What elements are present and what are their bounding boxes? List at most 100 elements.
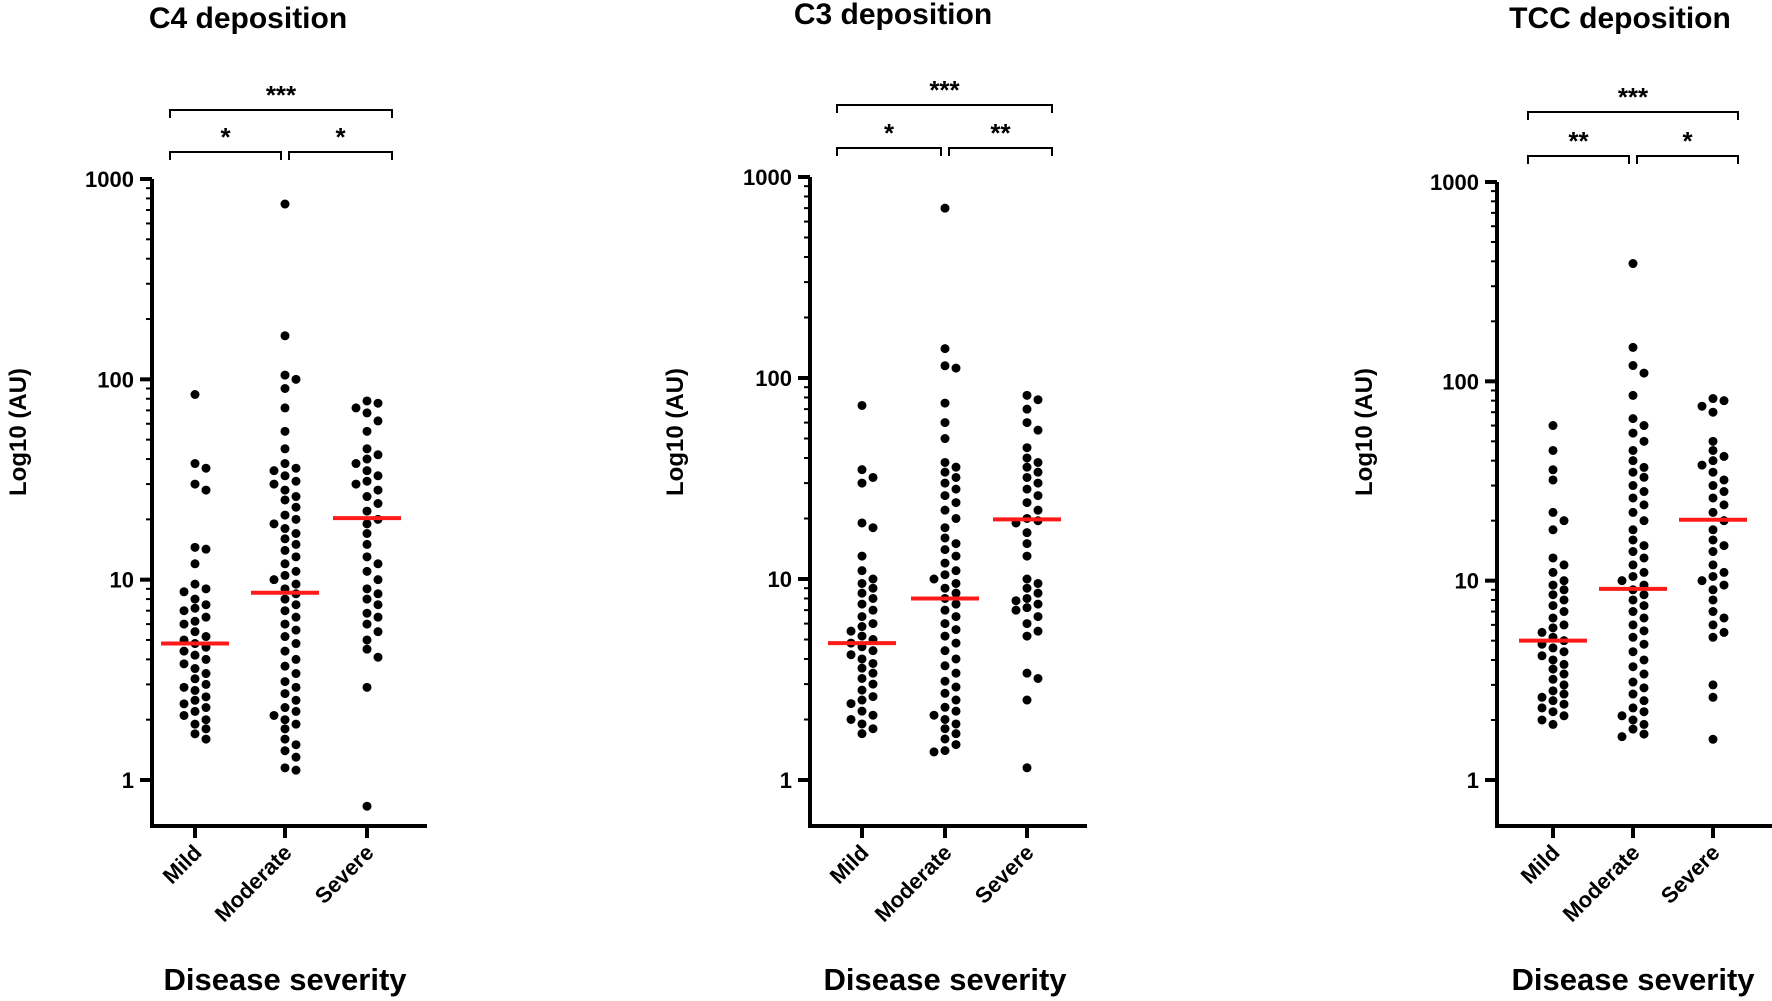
data-point [373, 485, 383, 495]
data-point [201, 584, 211, 594]
data-point [951, 462, 961, 472]
data-point [373, 600, 383, 610]
data-point [351, 403, 361, 413]
data-point [280, 594, 290, 604]
data-point [280, 746, 290, 756]
data-point [1548, 580, 1558, 590]
data-point [291, 539, 301, 549]
data-point [857, 719, 867, 729]
data-point [1708, 525, 1718, 535]
data-point [1639, 669, 1649, 679]
data-point [291, 706, 301, 716]
data-point [1628, 507, 1638, 517]
data-point [280, 199, 290, 209]
data-point [1548, 445, 1558, 455]
data-point [280, 426, 290, 436]
data-point [1639, 639, 1649, 649]
data-point [951, 484, 961, 494]
significance-label: * [1682, 126, 1693, 156]
data-point [1022, 551, 1032, 561]
data-point [868, 574, 878, 584]
data-point [1708, 407, 1718, 417]
data-point [179, 606, 189, 616]
data-point [1719, 613, 1729, 623]
data-point [291, 566, 301, 576]
data-point [1022, 631, 1032, 641]
data-point [951, 706, 961, 716]
data-point [1639, 707, 1649, 717]
data-point [1708, 620, 1718, 630]
data-point [1639, 590, 1649, 600]
data-point [951, 612, 961, 622]
data-point [362, 635, 372, 645]
data-point [1559, 680, 1569, 690]
data-point [940, 746, 950, 756]
significance-bracket [836, 147, 942, 156]
data-point [269, 575, 279, 585]
data-point [1708, 535, 1718, 545]
data-point [1559, 560, 1569, 570]
data-point [201, 485, 211, 495]
data-point [951, 729, 961, 739]
data-point [857, 695, 867, 705]
data-point [291, 669, 301, 679]
data-point [291, 719, 301, 729]
chart-title: C3 deposition [794, 0, 992, 31]
data-point [190, 627, 200, 637]
data-point [868, 668, 878, 678]
data-point [362, 801, 372, 811]
data-point [1022, 695, 1032, 705]
data-point [373, 652, 383, 662]
data-point [201, 679, 211, 689]
data-point [1628, 467, 1638, 477]
y-tick-label: 10 [1455, 569, 1479, 594]
significance-label: ** [990, 118, 1011, 148]
data-point [951, 682, 961, 692]
y-tick-label: 10 [768, 567, 792, 592]
data-point [280, 444, 290, 454]
data-point [1548, 475, 1558, 485]
data-point [951, 638, 961, 648]
data-point [362, 682, 372, 692]
data-point [857, 588, 867, 598]
y-tick-label: 100 [1442, 369, 1479, 394]
data-point [291, 374, 301, 384]
data-point [1022, 498, 1032, 508]
data-point [868, 692, 878, 702]
data-point [940, 505, 950, 515]
y-tick-label: 10 [110, 568, 134, 593]
data-point [190, 719, 200, 729]
data-point [179, 646, 189, 656]
data-point [201, 692, 211, 702]
data-point [951, 740, 961, 750]
x-tick-label: Mild [825, 840, 874, 889]
data-point [940, 583, 950, 593]
data-point [868, 710, 878, 720]
data-point [291, 639, 301, 649]
data-point [190, 616, 200, 626]
data-point [1548, 696, 1558, 706]
significance-bracket [836, 104, 1053, 113]
data-point [201, 734, 211, 744]
data-point [291, 502, 301, 512]
data-point [1022, 574, 1032, 584]
data-point [1537, 651, 1547, 661]
data-point [1719, 487, 1729, 497]
data-point [1548, 421, 1558, 431]
data-point [1628, 445, 1638, 455]
data-point [951, 599, 961, 609]
data-point [940, 688, 950, 698]
data-point [201, 632, 211, 642]
data-point [1033, 626, 1043, 636]
data-point [373, 498, 383, 508]
chart-title: TCC deposition [1509, 2, 1731, 35]
x-tick-label: Severe [1656, 840, 1725, 909]
data-point [940, 478, 950, 488]
data-point [951, 578, 961, 588]
data-point [362, 426, 372, 436]
data-point [1559, 711, 1569, 721]
data-point [868, 658, 878, 668]
data-point [1548, 655, 1558, 665]
data-point [1548, 553, 1558, 563]
y-tick-label: 100 [97, 367, 134, 392]
